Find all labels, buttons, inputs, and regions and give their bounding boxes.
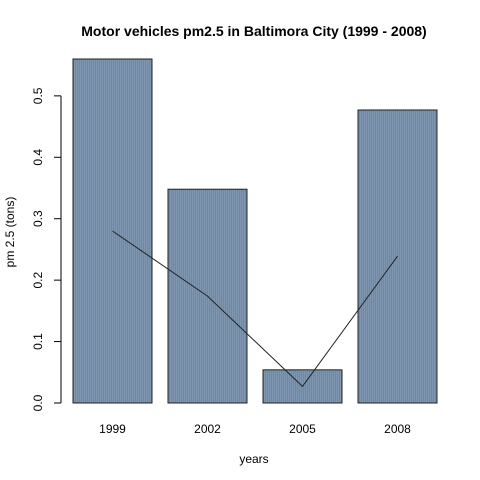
chart-title: Motor vehicles pm2.5 in Baltimora City (… [81, 23, 426, 39]
y-tick-label: 0.1 [31, 333, 45, 350]
x-tick-label: 1999 [99, 422, 126, 436]
y-tick-label: 0.3 [31, 210, 45, 227]
y-tick-label: 0.0 [31, 394, 45, 411]
trend-line [112, 230, 398, 388]
y-tick-label: 0.5 [31, 87, 45, 104]
bars-group [72, 58, 438, 404]
trend-line-group [112, 230, 398, 388]
x-tick-label: 2005 [289, 422, 316, 436]
y-tick-label: 0.4 [31, 149, 45, 166]
x-axis-tick-labels: 1999 2002 2005 2008 [99, 422, 411, 436]
y-axis: 0.0 0.1 0.2 0.3 0.4 0.5 [31, 87, 62, 411]
x-tick-label: 2008 [384, 422, 411, 436]
y-axis-label: pm 2.5 (tons) [3, 197, 17, 268]
x-tick-label: 2002 [194, 422, 221, 436]
y-tick-label: 0.2 [31, 271, 45, 288]
x-axis-label: years [239, 452, 268, 466]
